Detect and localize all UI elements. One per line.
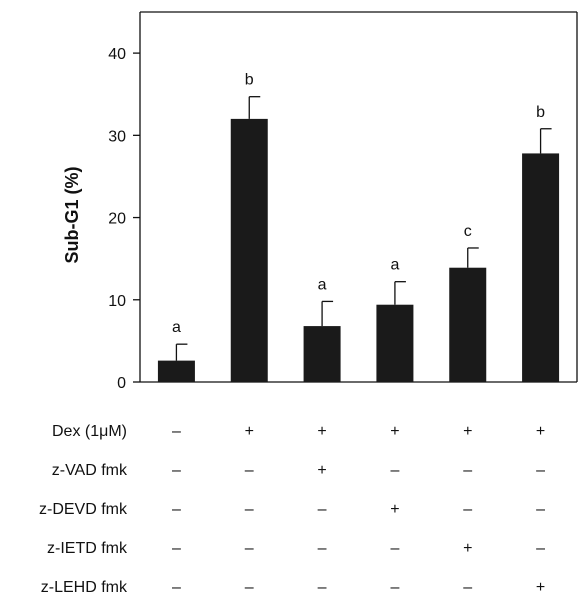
- bar: [376, 304, 414, 382]
- condition-symbol: –: [172, 501, 181, 518]
- condition-symbol: +: [317, 462, 326, 479]
- condition-symbol: +: [317, 423, 326, 440]
- y-tick-label: 0: [117, 375, 126, 392]
- condition-label: Dex (1μM): [52, 423, 127, 440]
- condition-symbol: –: [463, 501, 472, 518]
- condition-symbol: +: [390, 501, 399, 518]
- condition-symbol: –: [172, 579, 181, 596]
- condition-symbol: +: [536, 579, 545, 596]
- condition-label: z-DEVD fmk: [39, 501, 128, 518]
- condition-symbol: –: [245, 540, 254, 557]
- condition-symbol: –: [318, 540, 327, 557]
- condition-symbol: –: [390, 462, 399, 479]
- condition-symbol: –: [536, 540, 545, 557]
- condition-symbol: –: [536, 462, 545, 479]
- significance-letter: c: [464, 223, 472, 240]
- condition-symbol: –: [536, 501, 545, 518]
- condition-symbol: –: [390, 579, 399, 596]
- condition-symbol: –: [245, 462, 254, 479]
- bar: [230, 118, 268, 382]
- y-tick-label: 10: [108, 293, 126, 310]
- condition-symbol: +: [463, 540, 472, 557]
- bar: [157, 360, 195, 382]
- condition-symbol: –: [463, 462, 472, 479]
- condition-symbol: –: [172, 540, 181, 557]
- y-tick-label: 40: [108, 46, 126, 63]
- condition-symbol: +: [463, 423, 472, 440]
- significance-letter: a: [172, 319, 181, 336]
- condition-symbol: –: [172, 462, 181, 479]
- condition-symbol: –: [318, 501, 327, 518]
- condition-symbol: –: [390, 540, 399, 557]
- condition-label: z-LEHD fmk: [41, 579, 128, 596]
- bar: [522, 153, 560, 382]
- condition-label: z-IETD fmk: [47, 540, 128, 557]
- condition-symbol: –: [245, 501, 254, 518]
- condition-symbol: –: [245, 579, 254, 596]
- condition-symbol: –: [318, 579, 327, 596]
- significance-letter: b: [536, 104, 545, 121]
- significance-letter: a: [390, 257, 399, 274]
- bar: [303, 326, 341, 382]
- y-axis-title: Sub-G1 (%): [62, 166, 82, 263]
- bar: [449, 267, 487, 382]
- condition-symbol: +: [245, 423, 254, 440]
- significance-letter: b: [245, 72, 254, 89]
- condition-symbol: +: [390, 423, 399, 440]
- significance-letter: a: [318, 276, 327, 293]
- condition-symbol: –: [463, 579, 472, 596]
- condition-label: z-VAD fmk: [52, 462, 128, 479]
- y-tick-label: 20: [108, 211, 126, 228]
- condition-symbol: –: [172, 423, 181, 440]
- y-tick-label: 30: [108, 128, 126, 145]
- condition-symbol: +: [536, 423, 545, 440]
